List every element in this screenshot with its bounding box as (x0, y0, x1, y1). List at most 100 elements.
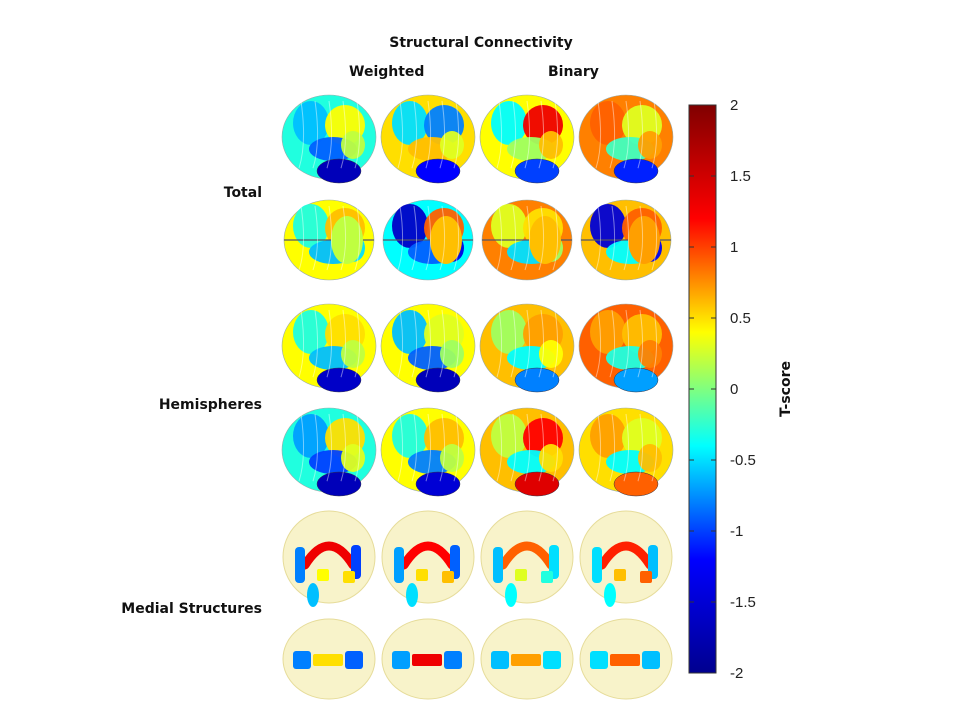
sulcus-line (354, 100, 361, 169)
sulcus-line (496, 309, 503, 378)
sulcus-line (552, 309, 559, 378)
sulcus-line (411, 413, 418, 482)
sulcus-line (524, 205, 531, 271)
brain-region-occipital (539, 131, 563, 159)
brain-region-cerebellum (316, 471, 362, 497)
corpus-callosum-shape (399, 541, 457, 570)
sulcus-line (552, 100, 559, 169)
sulcus-line (609, 100, 616, 169)
sulcus-line (609, 309, 616, 378)
sulcus-line (609, 413, 616, 482)
sulcus-line (623, 309, 630, 378)
sulcus-line (552, 205, 559, 271)
brain-panel-r5-c3 (480, 510, 574, 607)
brain-region-occipital (638, 131, 662, 159)
colorbar-tick-label: 2 (730, 97, 738, 114)
brain-region-frontal (590, 310, 626, 354)
sulcus-line (538, 309, 545, 378)
sulcus-line (651, 205, 658, 271)
brain-region-cerebellum (514, 367, 560, 393)
sulcus-line (510, 100, 517, 169)
brain-panel-r4-c4 (578, 407, 674, 497)
sulcus-line (595, 100, 602, 169)
corpus-callosum-shape (597, 541, 655, 570)
brain-region-frontal (491, 101, 527, 145)
colorbar-tick-label: 0.5 (730, 310, 751, 327)
sulcus-line (453, 413, 460, 482)
colorbar-tick-label: 1 (730, 239, 738, 256)
colorbar-tick-label: -0.5 (730, 452, 756, 469)
sulcus-line (326, 413, 333, 482)
medial-structure-center (610, 654, 640, 666)
sulcus-line (439, 413, 446, 482)
brain-panel-r3-c1 (281, 303, 377, 393)
brain-panel-r5-c4 (579, 510, 673, 607)
sulcus-line (453, 205, 460, 271)
brain-panel-r3-c2 (380, 303, 476, 393)
brain-panel-r4-c2 (380, 407, 476, 497)
hippocampus-right-shape (648, 545, 658, 579)
sulcus-line (453, 309, 460, 378)
brainstem-shape (307, 583, 319, 607)
hippocampus-left-shape (493, 547, 503, 583)
sulcus-line (623, 100, 630, 169)
brain-region-occipital (341, 131, 365, 159)
sulcus-line (326, 100, 333, 169)
sulcus-line (298, 413, 305, 482)
hippocampus-left-shape (394, 547, 404, 583)
brain-region-cerebellum (316, 367, 362, 393)
brain-region-cerebellum (430, 216, 462, 264)
brain-region-cerebellum (415, 158, 461, 184)
brain-region-frontal (392, 101, 428, 145)
sulcus-line (524, 309, 531, 378)
sulcus-line (298, 100, 305, 169)
brain-region-frontal (590, 414, 626, 458)
sulcus-line (496, 100, 503, 169)
sulcus-line (425, 413, 432, 482)
medial-structure-left (491, 651, 509, 669)
brain-region-frontal (293, 310, 329, 354)
brain-region-frontal (491, 310, 527, 354)
column-header-weighted: Weighted (349, 64, 425, 80)
brain-panel-r1-c1 (281, 94, 377, 184)
brain-panel-r4-c1 (281, 407, 377, 497)
sulcus-line (623, 205, 630, 271)
medial-structure-left (590, 651, 608, 669)
colorbar-label: T-score (778, 361, 794, 417)
amygdala-shape (640, 571, 652, 583)
brain-panel-r2-c1 (283, 199, 375, 281)
thalamus-shape (515, 569, 527, 581)
brain-region-cerebellum (415, 367, 461, 393)
sulcus-line (439, 205, 446, 271)
brain-region-cerebellum (331, 216, 363, 264)
brain-panel-r2-c2 (382, 199, 474, 281)
medial-structure-left (392, 651, 410, 669)
brain-region-frontal (293, 101, 329, 145)
sulcus-line (453, 100, 460, 169)
sulcus-line (326, 309, 333, 378)
column-header-binary: Binary (548, 64, 599, 80)
brain-region-occipital (638, 340, 662, 368)
thalamus-shape (614, 569, 626, 581)
brain-region-occipital (539, 444, 563, 472)
sulcus-line (637, 205, 644, 271)
brain-region-occipital (638, 444, 662, 472)
brain-panel-r2-c4 (580, 199, 672, 281)
sulcus-line (595, 309, 602, 378)
amygdala-shape (343, 571, 355, 583)
thalamus-shape (317, 569, 329, 581)
brain-region-frontal (590, 101, 626, 145)
amygdala-shape (442, 571, 454, 583)
brain-region-cerebellum (628, 216, 660, 264)
brain-region-occipital (440, 340, 464, 368)
sulcus-line (609, 205, 616, 271)
medial-structure-center (313, 654, 343, 666)
brain-region-occipital (440, 131, 464, 159)
figure-title: Structural Connectivity (389, 35, 573, 51)
hippocampus-left-shape (295, 547, 305, 583)
brain-region-frontal (293, 204, 329, 248)
brain-region-frontal (392, 310, 428, 354)
sulcus-line (524, 100, 531, 169)
